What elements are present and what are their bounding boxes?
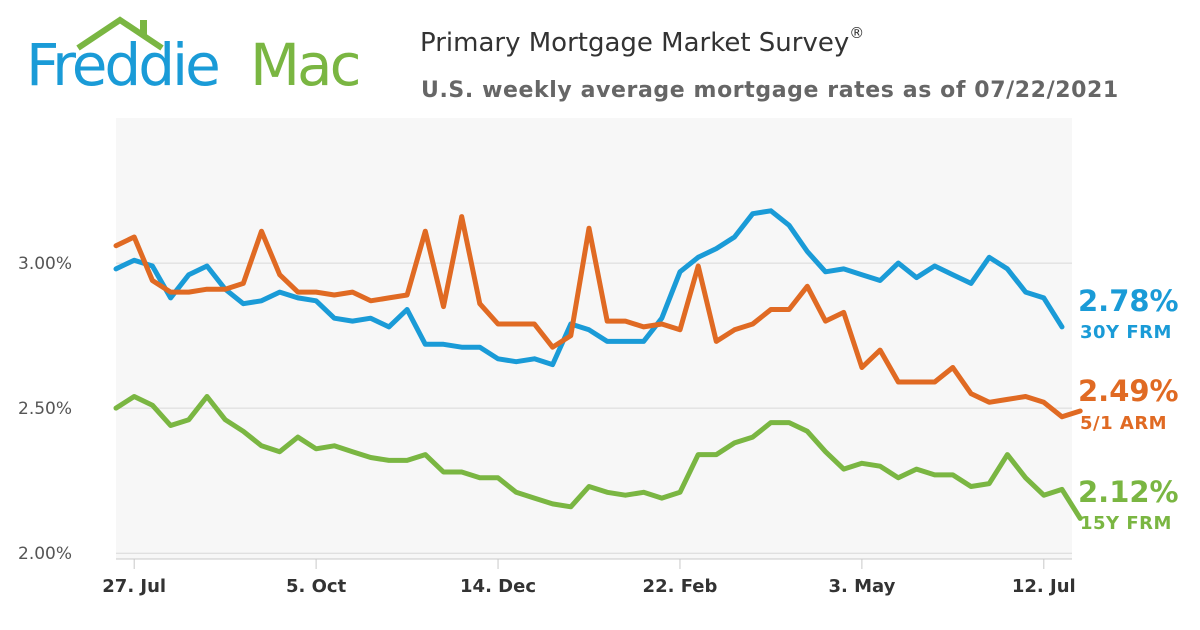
house-roof-icon [76,16,164,51]
x-tick-label-2: 14. Dec [460,576,536,597]
y-tick-label-0: 2.00% [18,544,72,564]
logo-text-mac: Mac [250,31,361,99]
registered-mark: ® [849,24,865,42]
y-axis-labels: 2.00% 2.50% 3.00% [18,254,72,564]
series-lines [113,208,1083,521]
chart-title-text: Primary Mortgage Market Survey [420,28,850,58]
x-tick-label-1: 5. Oct [286,576,347,597]
arm-name-label: 5/1 ARM [1080,413,1168,434]
plot-background [116,118,1072,559]
30y-frm-name-label: 30Y FRM [1080,322,1172,343]
x-tick-label-5: 12. Jul [1012,576,1076,597]
x-tick-label-0: 27. Jul [102,576,166,597]
chart-subtitle: U.S. weekly average mortgage rates as of… [421,78,1119,103]
series-line-30y-frm [113,208,1065,368]
series-line-5-1-arm [113,214,1083,420]
x-tick-label-3: 22. Feb [643,576,718,597]
x-tick-label-4: 3. May [828,576,895,597]
x-axis-labels: 27. Jul 5. Oct 14. Dec 22. Feb 3. May 12. Jul [102,576,1075,597]
y-tick-label-1: 2.50% [18,399,72,419]
15y-frm-rate-label: 2.12% [1078,475,1179,509]
30y-frm-rate-label: 2.78% [1078,284,1179,318]
15y-frm-name-label: 15Y FRM [1080,513,1172,534]
freddie-mac-logo: Freddie Mac [22,14,382,114]
series-line-15y-frm [113,394,1083,521]
arm-rate-label: 2.49% [1078,374,1179,408]
y-tick-label-2: 3.00% [18,254,72,274]
chart-title: Primary Mortgage Market Survey® [420,24,864,58]
logo-text-freddie: Freddie [26,31,221,99]
x-axis [116,558,1072,569]
